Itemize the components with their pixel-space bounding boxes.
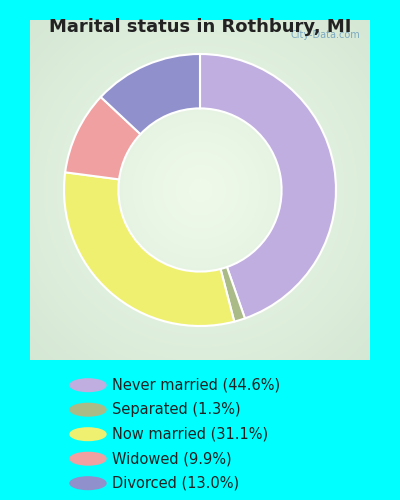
Circle shape xyxy=(70,379,106,392)
Wedge shape xyxy=(65,97,140,180)
Text: City-Data.com: City-Data.com xyxy=(290,30,360,40)
Text: Never married (44.6%): Never married (44.6%) xyxy=(112,378,280,392)
Text: Now married (31.1%): Now married (31.1%) xyxy=(112,426,268,442)
Circle shape xyxy=(70,428,106,440)
Text: Divorced (13.0%): Divorced (13.0%) xyxy=(112,476,239,490)
Text: Separated (1.3%): Separated (1.3%) xyxy=(112,402,241,417)
Wedge shape xyxy=(64,172,234,326)
Circle shape xyxy=(70,452,106,465)
Circle shape xyxy=(70,477,106,490)
Wedge shape xyxy=(101,54,200,134)
Wedge shape xyxy=(200,54,336,318)
Circle shape xyxy=(70,404,106,416)
Wedge shape xyxy=(220,267,245,322)
Text: Marital status in Rothbury, MI: Marital status in Rothbury, MI xyxy=(49,18,351,36)
Text: Widowed (9.9%): Widowed (9.9%) xyxy=(112,451,232,466)
